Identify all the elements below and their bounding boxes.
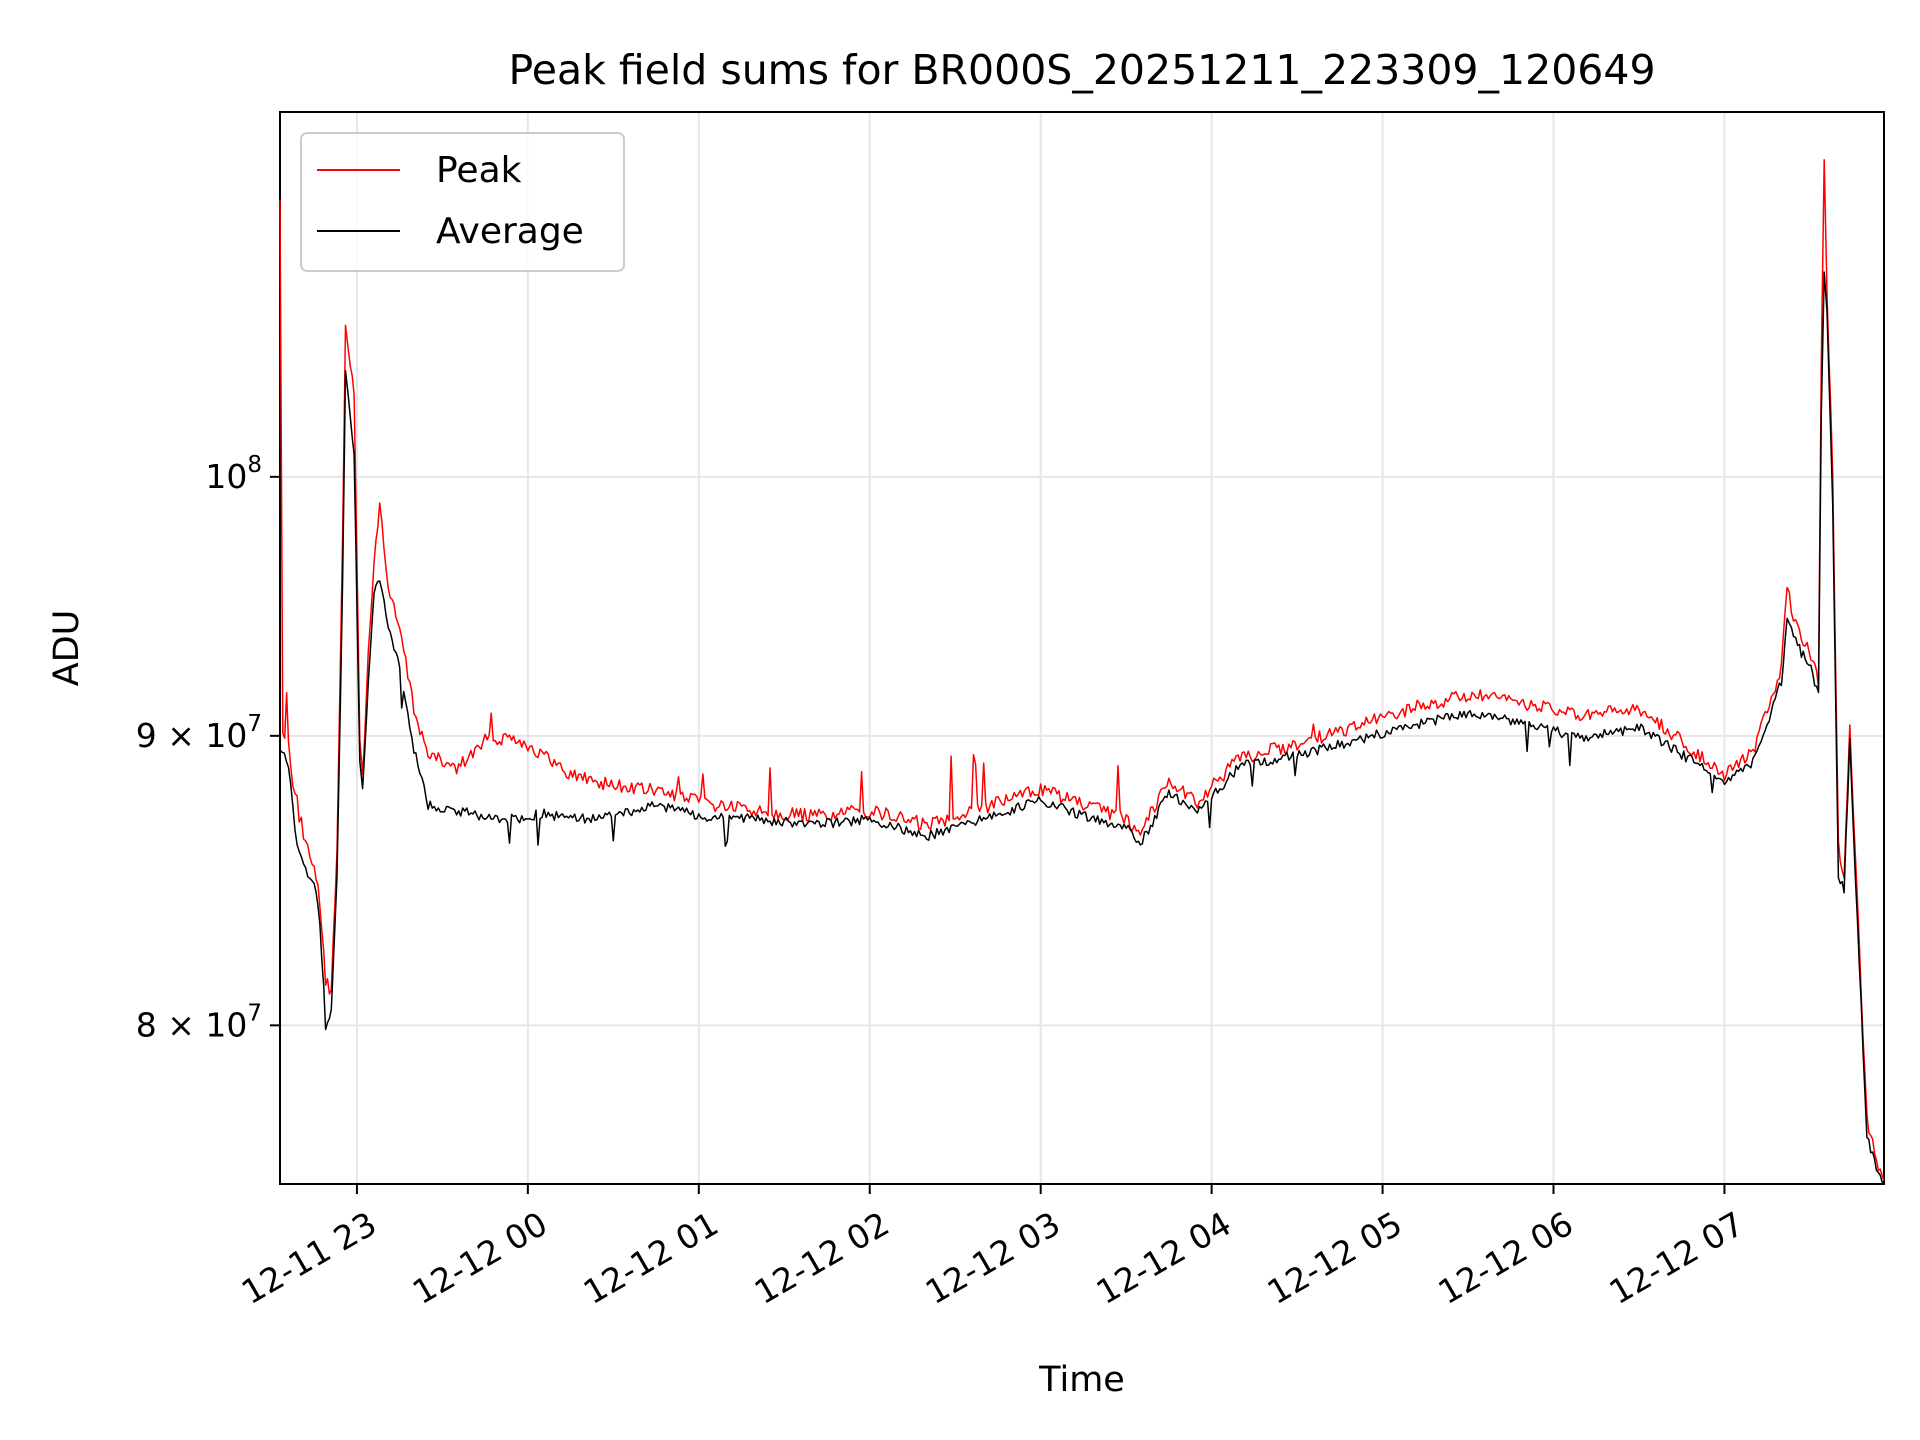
legend-label-average: Average bbox=[436, 211, 584, 252]
series-line-peak bbox=[279, 159, 1885, 1181]
y-axis-label: ADU bbox=[47, 610, 87, 687]
chart-title: Peak field sums for BR000S_20251211_2233… bbox=[508, 46, 1655, 94]
data-series bbox=[279, 159, 1885, 1185]
legend-label-peak: Peak bbox=[436, 150, 522, 191]
legend-box bbox=[300, 132, 625, 272]
plot-area bbox=[279, 111, 1885, 1185]
y-tick-label: 8 × 107 bbox=[136, 1000, 262, 1044]
grid-lines bbox=[280, 112, 1884, 1184]
x-axis-label: Time bbox=[1038, 1360, 1125, 1400]
legend: Peak Average bbox=[300, 132, 625, 272]
series-line-average bbox=[279, 271, 1885, 1185]
y-tick-label: 9 × 107 bbox=[136, 711, 262, 755]
